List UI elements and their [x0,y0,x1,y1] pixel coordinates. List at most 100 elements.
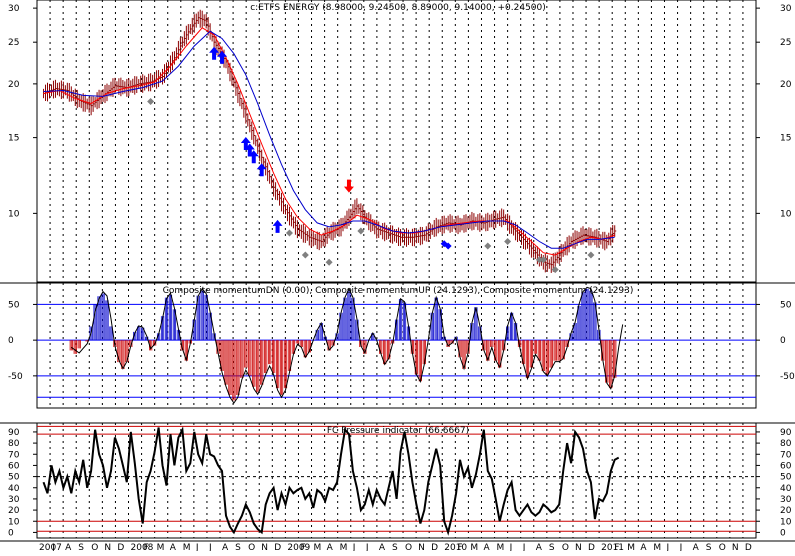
fast-moving-average-line [43,27,615,256]
x-tick-label: A [222,543,229,551]
x-tick-label: A [170,543,177,551]
x-tick-label: M [470,543,478,551]
diamond-marker [539,256,547,264]
x-tick-label: D [274,543,281,551]
x-tick-label: D [117,543,124,551]
x-tick-label: S [549,543,555,551]
x-tick-label: J [195,543,199,551]
x-tick-label: M [627,543,635,551]
x-tick-label: J [352,543,356,551]
diamond-marker [551,266,559,274]
buy-arrow-marker [240,136,251,150]
y-tick-label: 30 [8,495,20,505]
y-tick-label: 20 [780,80,792,90]
y-tick-label: 15 [780,134,791,144]
y-tick-label: 50 [780,473,792,483]
x-tick-label: J [51,543,55,551]
y-tick-label: 15 [8,134,19,144]
y-tick-label: 30 [780,4,792,14]
y-tick-label: 20 [8,506,20,516]
x-tick-label: 2009 [287,543,310,551]
x-tick-label: O [248,543,255,551]
x-tick-label: M [183,543,191,551]
x-tick-label: A [65,543,72,551]
sell-arrow-marker [343,179,354,193]
y-tick-label: 90 [8,428,20,438]
x-tick-label: A [327,543,334,551]
x-tick-label: O [405,543,412,551]
diamond-marker [535,256,543,264]
y-tick-label: 10 [8,209,20,219]
x-tick-label: S [235,543,241,551]
panel-frames [0,0,795,542]
x-tick-label: A [483,543,490,551]
x-tick-label: N [104,543,111,551]
x-tick-label: M [157,543,165,551]
x-tick-label: J [365,543,369,551]
x-tick-label: N [732,543,739,551]
y-tick-label: 30 [780,495,792,505]
y-tick-label: -50 [8,372,23,382]
y-tick-label: -50 [780,372,795,382]
panel-frame [36,0,757,283]
y-tick-label: 0 [8,528,14,538]
x-tick-label: 2007 [39,543,62,551]
price-panel-title: c:ETFS ENERGY (8.98000, 9.24500, 8.89000… [250,3,546,13]
y-tick-label: 25 [8,38,19,48]
y-tick-label: 25 [780,38,791,48]
y-tick-label: 80 [8,439,20,449]
x-tick-label: 2010 [444,543,467,551]
diamond-marker [484,242,492,250]
diamond-marker [147,97,155,105]
x-tick-label: F [614,543,619,551]
x-tick-label: 2011 [601,543,624,551]
buy-arrow-marker [209,46,220,60]
pressure-panel-title: FC Pressure indicator (66.6667) [327,426,469,436]
y-tick-label: 20 [8,80,20,90]
panel-frame [36,282,757,409]
y-tick-label: 50 [780,300,792,310]
y-tick-label: 40 [8,484,20,494]
y-tick-label: 0 [780,336,786,346]
diamond-marker [301,251,309,259]
momentum-line [71,286,624,404]
diamond-marker [325,258,333,266]
y-tick-label: 10 [780,517,792,527]
slow-moving-average-line [43,30,615,249]
diamond-marker [285,229,293,237]
y-tick-label: 60 [780,461,792,471]
y-tick-label: 20 [780,506,792,516]
x-tick-label: D [745,543,752,551]
data-series [42,9,624,536]
x-tick-label: J [665,543,669,551]
x-tick-label: O [91,543,98,551]
signal-markers [147,46,595,274]
x-tick-label: F [300,543,305,551]
x-tick-label: A [640,543,647,551]
x-tick-label: F [457,543,462,551]
y-tick-label: 0 [780,528,786,538]
y-tick-label: 70 [780,450,792,460]
x-tick-label: J [522,543,526,551]
y-tick-label: 90 [780,428,792,438]
x-tick-label: M [314,543,322,551]
y-tick-label: 80 [780,439,792,449]
x-tick-label: D [588,543,595,551]
x-tick-label: M [340,543,348,551]
buy-arrow-marker [272,219,283,233]
x-tick-label: N [575,543,582,551]
x-tick-label: J [679,543,683,551]
x-tick-label: M [497,543,505,551]
x-tick-label: M [653,543,661,551]
x-tick-label: O [562,543,569,551]
diamond-marker [444,242,452,250]
x-tick-label: S [78,543,84,551]
x-tick-label: A [536,543,543,551]
momentum-panel-title: Composite momentumDN (0.00), Composite m… [163,286,634,296]
y-tick-label: 50 [8,473,20,483]
x-tick-label: S [706,543,712,551]
buy-arrow-marker [248,150,259,164]
